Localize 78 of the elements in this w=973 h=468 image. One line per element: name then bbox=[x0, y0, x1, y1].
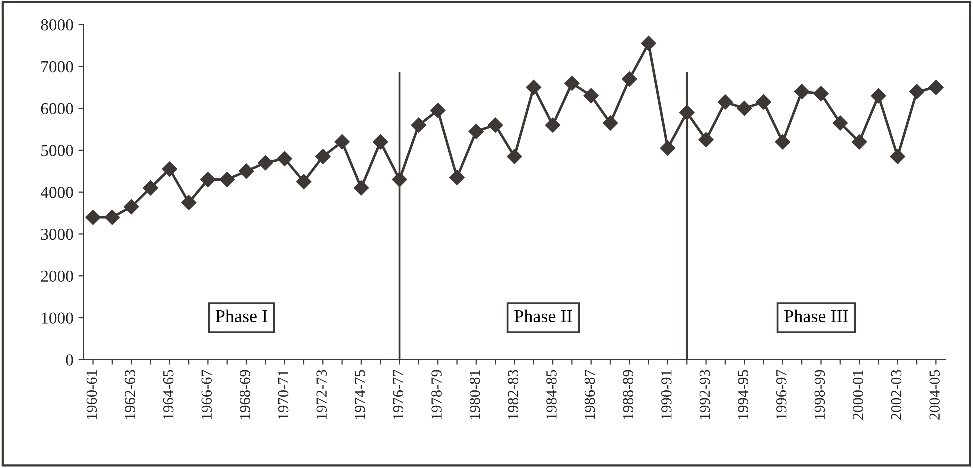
x-tick-label: 2000-01 bbox=[853, 370, 864, 420]
x-tick-label: 2002-03 bbox=[891, 370, 902, 420]
point bbox=[373, 134, 388, 150]
point bbox=[775, 134, 790, 150]
point bbox=[86, 210, 101, 226]
x-tick-label: 1970-71 bbox=[278, 370, 289, 420]
point bbox=[641, 36, 656, 52]
point bbox=[871, 88, 886, 104]
x-tick-label: 1972-73 bbox=[316, 370, 327, 420]
x-tick-label: 1986-87 bbox=[584, 370, 596, 420]
point bbox=[104, 210, 120, 226]
point bbox=[507, 149, 522, 164]
point bbox=[238, 164, 254, 179]
x-tick-label: 1966-67 bbox=[202, 370, 212, 420]
point bbox=[296, 174, 312, 190]
point bbox=[258, 155, 274, 171]
point bbox=[181, 195, 197, 210]
point bbox=[411, 118, 426, 133]
x-tick-label: 1974-75 bbox=[355, 370, 366, 420]
point bbox=[354, 180, 370, 196]
x-tick-label: 1994-95 bbox=[738, 370, 748, 420]
point bbox=[602, 116, 618, 131]
x-tick-label: 1962-63 bbox=[125, 370, 136, 420]
point bbox=[200, 172, 216, 188]
x-tick-label: 1992-93 bbox=[700, 370, 710, 420]
point bbox=[794, 84, 810, 100]
point bbox=[564, 76, 580, 92]
x-tick-label: 2004-05 bbox=[930, 370, 940, 420]
point bbox=[622, 72, 638, 87]
point bbox=[430, 103, 446, 118]
point bbox=[162, 162, 178, 177]
x-tick-label: 1976-77 bbox=[393, 370, 404, 420]
y-tick-label: 3000 bbox=[41, 228, 74, 240]
point bbox=[450, 170, 465, 186]
point bbox=[756, 94, 772, 110]
y-tick-label: 1000 bbox=[42, 312, 74, 324]
point bbox=[737, 101, 752, 116]
point bbox=[718, 94, 734, 110]
x-tick-label: 1990-91 bbox=[661, 370, 672, 420]
point bbox=[545, 118, 561, 133]
x-tick-label: 1998-99 bbox=[814, 370, 826, 420]
x-tick-label: 1982-83 bbox=[508, 370, 519, 420]
point bbox=[143, 180, 158, 196]
point bbox=[316, 149, 331, 164]
x-tick-label: 1988-89 bbox=[623, 370, 634, 420]
y-tick-label: 4000 bbox=[40, 187, 74, 198]
x-tick-label: 1984-85 bbox=[546, 370, 557, 420]
annotation: Phase I bbox=[216, 310, 268, 323]
y-tick-label: 8000 bbox=[41, 20, 74, 31]
x-tick-label: 1964-65 bbox=[163, 370, 174, 420]
point bbox=[698, 132, 714, 148]
point bbox=[220, 172, 235, 188]
point bbox=[890, 149, 906, 164]
x-tick-label: 1996-97 bbox=[776, 370, 787, 420]
point bbox=[814, 86, 829, 102]
point bbox=[928, 80, 944, 96]
y-tick-label: 5000 bbox=[42, 145, 74, 156]
annotation: Phase III bbox=[784, 310, 848, 323]
point bbox=[660, 140, 676, 156]
x-tick-label: 1968-69 bbox=[240, 370, 250, 420]
point bbox=[334, 134, 350, 150]
point bbox=[584, 88, 599, 104]
point bbox=[124, 199, 140, 215]
y-tick-label: 2000 bbox=[41, 270, 74, 282]
point bbox=[526, 80, 542, 96]
point bbox=[277, 151, 292, 166]
y-tick-label: 6000 bbox=[41, 103, 74, 115]
point bbox=[488, 118, 504, 133]
y-tick-label: 0 bbox=[66, 354, 74, 366]
point bbox=[909, 84, 925, 100]
point bbox=[832, 116, 848, 131]
x-tick-label: 1960-61 bbox=[86, 370, 98, 420]
x-tick-label: 1980-81 bbox=[470, 370, 480, 420]
y-tick-label: 7000 bbox=[42, 61, 74, 73]
point bbox=[852, 134, 868, 150]
point bbox=[468, 124, 484, 140]
annotation: Phase II bbox=[514, 310, 572, 323]
x-tick-label: 1978-79 bbox=[432, 370, 442, 420]
